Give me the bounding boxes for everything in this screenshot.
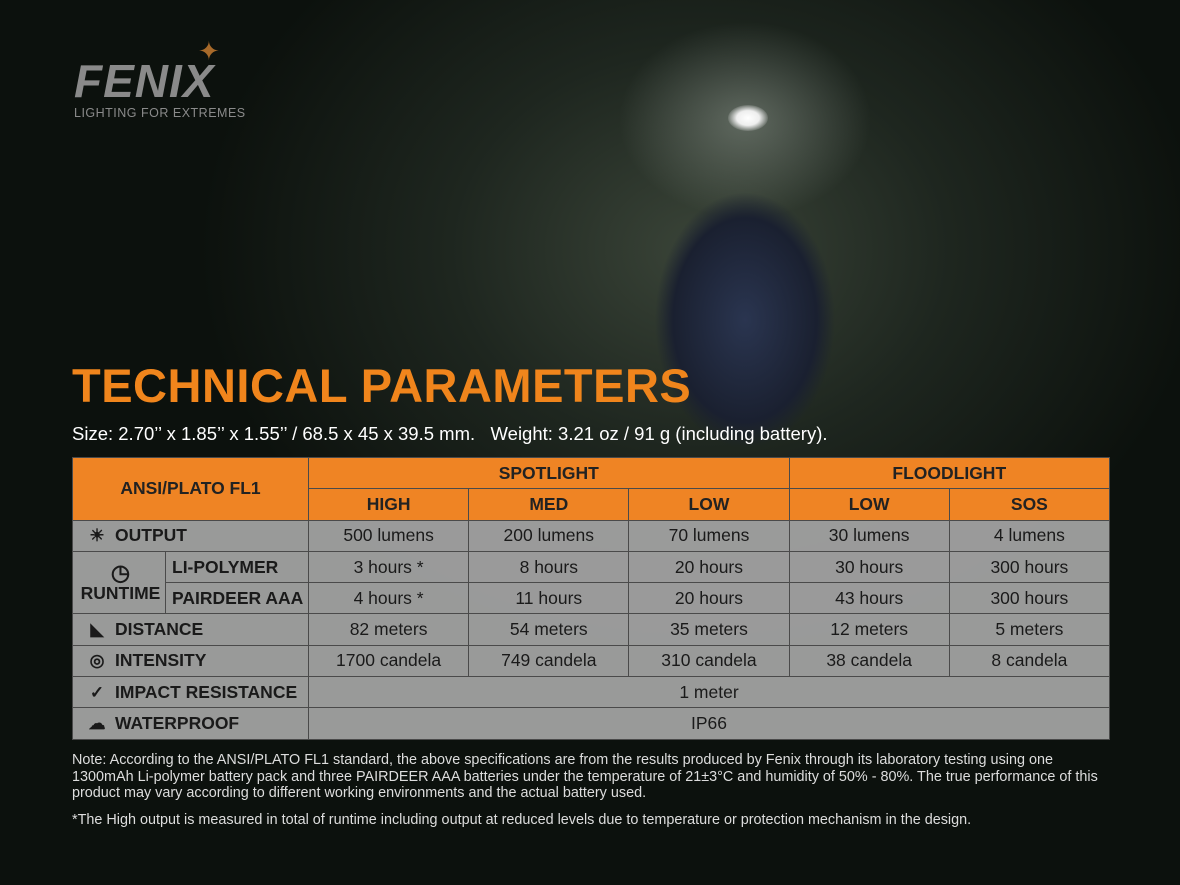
row-intensity: ◎ INTENSITY 1700 candela 749 candela 310 … <box>72 644 1111 678</box>
row-runtime-aaa: PAIRDEER AAA 4 hours * 11 hours 20 hours… <box>73 582 1111 615</box>
cell: 8 candela <box>948 644 1111 678</box>
footnote-text: *The High output is measured in total of… <box>72 812 972 828</box>
cell: 43 hours <box>788 582 950 615</box>
size-weight: Size: 2.70’’ x 1.85’’ x 1.55’’ / 68.5 x … <box>72 423 828 444</box>
cell: 30 lumens <box>788 519 950 552</box>
star-icon: ✦ <box>198 36 220 66</box>
row-label: OUTPUT <box>115 525 187 546</box>
rain-cloud-icon: ☁ <box>88 714 106 734</box>
target-icon: ◎ <box>89 651 105 671</box>
mode-header: HIGH <box>307 488 470 521</box>
mode-header: LOW <box>628 488 790 521</box>
cell: 82 meters <box>307 613 470 646</box>
header-row-groups: ANSI/PLATO FL1 SPOTLIGHT FLOODLIGHT <box>72 456 1111 521</box>
row-label: DISTANCE <box>115 619 204 640</box>
mode-header: SOS <box>948 488 1111 521</box>
cell: 4 hours * <box>307 582 470 615</box>
cell: 35 meters <box>628 613 790 646</box>
cell: 20 hours <box>628 582 790 615</box>
row-label: IMPACT RESISTANCE <box>115 681 298 702</box>
cell: 12 meters <box>788 613 950 646</box>
group-floodlight: FLOODLIGHT <box>788 456 1111 490</box>
row-distance: ◣ DISTANCE 82 meters 54 meters 35 meters … <box>72 613 1111 646</box>
beam-distance-icon: ◣ <box>90 620 104 640</box>
headlamp-glow <box>728 105 768 131</box>
cell: 4 lumens <box>948 519 1111 552</box>
spec-table: ANSI/PLATO FL1 SPOTLIGHT FLOODLIGHT HIGH… <box>72 456 1111 740</box>
row-runtime-li: ◷ RUNTIME LI-POLYMER 3 hours * 8 hours 20… <box>72 550 1111 615</box>
impact-icon: ✓ <box>89 682 105 702</box>
row-sublabel: LI-POLYMER <box>165 550 309 584</box>
logo-tagline: LIGHTING FOR EXTREMES <box>74 106 246 120</box>
cell: 30 hours <box>788 550 950 584</box>
cell: IP66 <box>308 707 1110 740</box>
corner-header: ANSI/PLATO FL1 <box>72 457 309 521</box>
cell: 300 hours <box>948 550 1111 584</box>
row-waterproof: ☁ WATERPROOF IP66 <box>72 707 1110 740</box>
mode-header: LOW <box>788 488 950 521</box>
group-spotlight: SPOTLIGHT <box>308 456 790 490</box>
row-label: RUNTIME <box>80 582 161 603</box>
row-impact: ✓ IMPACT RESISTANCE 1 meter <box>72 676 1110 709</box>
fenix-logo: ✦ FENIX LIGHTING FOR EXTREMES <box>74 36 246 120</box>
clock-icon: ◷ <box>110 559 131 585</box>
cell: 3 hours * <box>307 550 470 584</box>
cell: 310 candela <box>628 644 790 678</box>
cell: 1700 candela <box>307 644 470 678</box>
cell: 11 hours <box>468 582 630 615</box>
cell: 8 hours <box>468 550 630 584</box>
row-output: ☀ OUTPUT 500 lumens 200 lumens 70 lumens … <box>72 519 1111 552</box>
cell: 749 candela <box>468 644 630 678</box>
header-row-modes: HIGH MED LOW LOW SOS <box>73 488 1111 521</box>
note-text: Note: According to the ANSI/PLATO FL1 st… <box>72 752 1098 801</box>
cell: 54 meters <box>468 613 630 646</box>
cell: 20 hours <box>628 550 790 584</box>
cell: 500 lumens <box>307 519 470 552</box>
cell: 5 meters <box>948 613 1111 646</box>
row-sublabel: PAIRDEER AAA <box>165 582 309 615</box>
cell: 38 candela <box>788 644 950 678</box>
output-rays-icon: ☀ <box>89 526 105 546</box>
logo-brand: FENIX <box>74 55 215 107</box>
cell: 1 meter <box>308 676 1110 709</box>
cell: 200 lumens <box>468 519 630 552</box>
mode-header: MED <box>468 488 630 521</box>
background-runner <box>600 90 890 470</box>
cell: 70 lumens <box>628 519 790 552</box>
row-label: WATERPROOF <box>115 713 240 734</box>
row-label: INTENSITY <box>115 650 207 671</box>
page-title: TECHNICAL PARAMETERS <box>72 359 692 412</box>
cell: 300 hours <box>948 582 1111 615</box>
